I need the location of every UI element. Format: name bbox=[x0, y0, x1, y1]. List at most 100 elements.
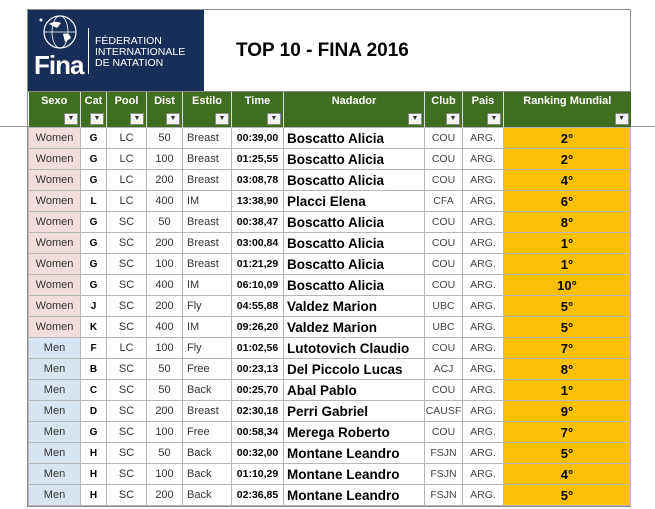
cell-dist[interactable]: 50 bbox=[146, 379, 183, 401]
cell-rank[interactable]: 8° bbox=[503, 358, 631, 380]
cell-cat[interactable]: G bbox=[80, 421, 107, 443]
cell-pool[interactable]: LC bbox=[106, 148, 147, 170]
cell-pais[interactable]: ARG. bbox=[462, 463, 504, 485]
cell-pais[interactable]: ARG. bbox=[462, 337, 504, 359]
cell-pool[interactable]: SC bbox=[106, 484, 147, 506]
cell-cat[interactable]: G bbox=[80, 169, 107, 191]
filter-dropdown-button[interactable]: ▼ bbox=[166, 113, 180, 125]
cell-pais[interactable]: ARG. bbox=[462, 379, 504, 401]
cell-rank[interactable]: 1° bbox=[503, 253, 631, 275]
cell-time[interactable]: 09:26,20 bbox=[231, 316, 284, 338]
cell-club[interactable]: COU bbox=[424, 421, 463, 443]
cell-estilo[interactable]: Breast bbox=[182, 400, 232, 422]
cell-club[interactable]: CFA bbox=[424, 190, 463, 212]
cell-estilo[interactable]: Back bbox=[182, 484, 232, 506]
cell-pool[interactable]: SC bbox=[106, 316, 147, 338]
cell-pool[interactable]: SC bbox=[106, 421, 147, 443]
cell-time[interactable]: 02:36,85 bbox=[231, 484, 284, 506]
cell-cat[interactable]: H bbox=[80, 484, 107, 506]
cell-cat[interactable]: G bbox=[80, 253, 107, 275]
cell-rank[interactable]: 6° bbox=[503, 190, 631, 212]
cell-pais[interactable]: ARG. bbox=[462, 316, 504, 338]
cell-club[interactable]: UBC bbox=[424, 316, 463, 338]
cell-club[interactable]: COU bbox=[424, 253, 463, 275]
cell-estilo[interactable]: Back bbox=[182, 379, 232, 401]
cell-club[interactable]: COU bbox=[424, 232, 463, 254]
cell-time[interactable]: 01:02,56 bbox=[231, 337, 284, 359]
cell-sexo[interactable]: Men bbox=[28, 337, 81, 359]
cell-estilo[interactable]: Free bbox=[182, 421, 232, 443]
cell-time[interactable]: 00:25,70 bbox=[231, 379, 284, 401]
cell-dist[interactable]: 100 bbox=[146, 421, 183, 443]
cell-time[interactable]: 01:25,55 bbox=[231, 148, 284, 170]
cell-pool[interactable]: SC bbox=[106, 442, 147, 464]
cell-pool[interactable]: LC bbox=[106, 169, 147, 191]
cell-dist[interactable]: 50 bbox=[146, 127, 183, 149]
cell-dist[interactable]: 50 bbox=[146, 358, 183, 380]
cell-club[interactable]: CAUSF bbox=[424, 400, 463, 422]
cell-rank[interactable]: 5° bbox=[503, 442, 631, 464]
cell-time[interactable]: 00:39,00 bbox=[231, 127, 284, 149]
cell-estilo[interactable]: Breast bbox=[182, 169, 232, 191]
cell-cat[interactable]: H bbox=[80, 463, 107, 485]
cell-rank[interactable]: 1° bbox=[503, 379, 631, 401]
cell-club[interactable]: FSJN bbox=[424, 484, 463, 506]
filter-dropdown-button[interactable]: ▼ bbox=[487, 113, 501, 125]
cell-rank[interactable]: 10° bbox=[503, 274, 631, 296]
cell-cat[interactable]: F bbox=[80, 337, 107, 359]
cell-club[interactable]: COU bbox=[424, 211, 463, 233]
cell-pool[interactable]: SC bbox=[106, 400, 147, 422]
cell-club[interactable]: UBC bbox=[424, 295, 463, 317]
cell-pais[interactable]: ARG. bbox=[462, 148, 504, 170]
cell-pais[interactable]: ARG. bbox=[462, 274, 504, 296]
cell-time[interactable]: 00:23,13 bbox=[231, 358, 284, 380]
cell-pool[interactable]: SC bbox=[106, 274, 147, 296]
filter-dropdown-button[interactable]: ▼ bbox=[90, 113, 104, 125]
filter-dropdown-button[interactable]: ▼ bbox=[408, 113, 422, 125]
cell-time[interactable]: 00:32,00 bbox=[231, 442, 284, 464]
cell-pool[interactable]: SC bbox=[106, 295, 147, 317]
cell-rank[interactable]: 8° bbox=[503, 211, 631, 233]
cell-pool[interactable]: LC bbox=[106, 190, 147, 212]
cell-pais[interactable]: ARG. bbox=[462, 358, 504, 380]
cell-pais[interactable]: ARG. bbox=[462, 295, 504, 317]
cell-estilo[interactable]: Fly bbox=[182, 337, 232, 359]
cell-cat[interactable]: G bbox=[80, 211, 107, 233]
cell-club[interactable]: FSJN bbox=[424, 442, 463, 464]
cell-sexo[interactable]: Men bbox=[28, 442, 81, 464]
cell-cat[interactable]: C bbox=[80, 379, 107, 401]
cell-estilo[interactable]: IM bbox=[182, 316, 232, 338]
cell-rank[interactable]: 5° bbox=[503, 295, 631, 317]
cell-club[interactable]: ACJ bbox=[424, 358, 463, 380]
cell-estilo[interactable]: Breast bbox=[182, 232, 232, 254]
filter-dropdown-button[interactable]: ▼ bbox=[64, 113, 78, 125]
cell-cat[interactable]: G bbox=[80, 232, 107, 254]
cell-rank[interactable]: 4° bbox=[503, 463, 631, 485]
cell-cat[interactable]: G bbox=[80, 148, 107, 170]
cell-estilo[interactable]: Free bbox=[182, 358, 232, 380]
cell-dist[interactable]: 100 bbox=[146, 337, 183, 359]
cell-time[interactable]: 00:38,47 bbox=[231, 211, 284, 233]
cell-time[interactable]: 13:38,90 bbox=[231, 190, 284, 212]
cell-nadador[interactable]: Montane Leandro bbox=[283, 484, 425, 506]
cell-club[interactable]: FSJN bbox=[424, 463, 463, 485]
cell-club[interactable]: COU bbox=[424, 337, 463, 359]
cell-time[interactable]: 02:30,18 bbox=[231, 400, 284, 422]
cell-nadador[interactable]: Boscatto Alicia bbox=[283, 232, 425, 254]
cell-nadador[interactable]: Valdez Marion bbox=[283, 316, 425, 338]
cell-sexo[interactable]: Men bbox=[28, 379, 81, 401]
cell-nadador[interactable]: Perri Gabriel bbox=[283, 400, 425, 422]
cell-dist[interactable]: 50 bbox=[146, 211, 183, 233]
cell-nadador[interactable]: Montane Leandro bbox=[283, 442, 425, 464]
cell-cat[interactable]: B bbox=[80, 358, 107, 380]
cell-time[interactable]: 06:10,09 bbox=[231, 274, 284, 296]
cell-dist[interactable]: 100 bbox=[146, 463, 183, 485]
cell-pool[interactable]: SC bbox=[106, 358, 147, 380]
cell-time[interactable]: 01:21,29 bbox=[231, 253, 284, 275]
cell-dist[interactable]: 400 bbox=[146, 190, 183, 212]
cell-pool[interactable]: SC bbox=[106, 211, 147, 233]
cell-rank[interactable]: 2° bbox=[503, 127, 631, 149]
cell-sexo[interactable]: Women bbox=[28, 148, 81, 170]
cell-pool[interactable]: SC bbox=[106, 253, 147, 275]
cell-dist[interactable]: 400 bbox=[146, 274, 183, 296]
